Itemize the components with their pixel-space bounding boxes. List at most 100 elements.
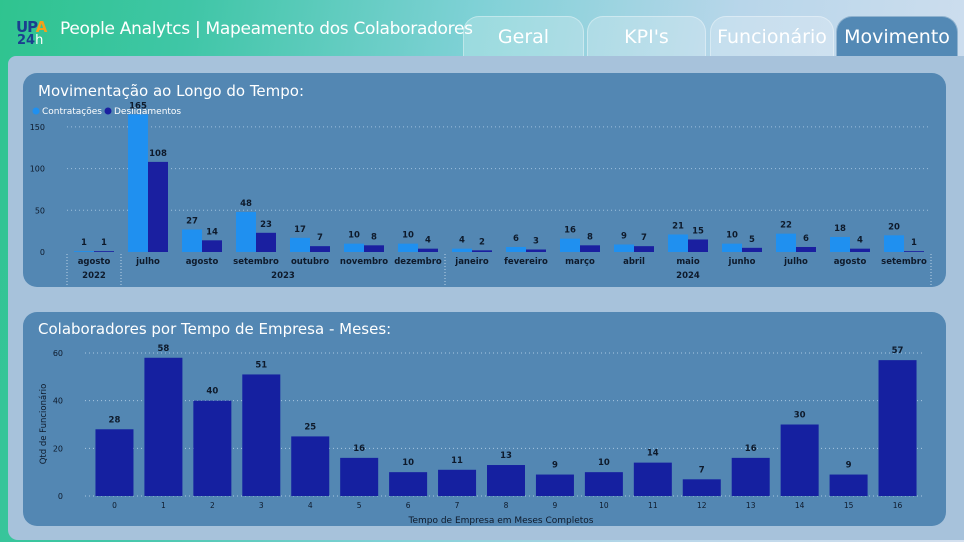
x-tick-label-year: 2024 [676, 271, 700, 281]
app-header: UPA 24h People Analytcs | Mapeamento dos… [0, 0, 964, 58]
bar-tempo-empresa [487, 465, 525, 496]
bar-contratacoes [506, 246, 526, 252]
movimentacao-chart-title: Movimentação ao Longo do Tempo: [38, 82, 305, 100]
bar-contratacoes [344, 243, 364, 252]
bar-contratacoes [236, 211, 256, 252]
x-tick-label-month: outubro [291, 257, 329, 267]
data-label: 30 [794, 411, 806, 421]
x-tick-label: 6 [406, 501, 411, 510]
data-label: 51 [255, 360, 267, 370]
y-tick-label: 0 [58, 492, 63, 501]
bar-contratacoes [452, 248, 472, 252]
data-label: 10 [402, 458, 414, 468]
data-label-desligamentos: 15 [692, 226, 704, 236]
x-tick-label: 13 [746, 501, 756, 510]
bar-desligamentos [688, 239, 708, 252]
data-label-desligamentos: 8 [371, 232, 377, 242]
bar-desligamentos [904, 251, 924, 252]
bar-desligamentos [418, 248, 438, 252]
data-label-desligamentos: 4 [425, 236, 431, 246]
data-label: 11 [451, 456, 463, 466]
x-tick-label-month: julho [783, 257, 808, 267]
bar-tempo-empresa [633, 462, 672, 496]
x-tick-label: 2 [210, 501, 215, 510]
bar-contratacoes [776, 233, 796, 252]
data-label-desligamentos: 4 [857, 236, 863, 246]
x-tick-label: 1 [161, 501, 166, 510]
bar-desligamentos [796, 246, 816, 252]
legend-desligamentos-label: Desligamentos [114, 107, 181, 117]
bar-desligamentos [634, 246, 654, 252]
tab-movimento-label: Movimento [844, 25, 950, 48]
data-label-contratacoes: 10 [726, 231, 738, 241]
x-tick-label: 0 [112, 501, 117, 510]
x-tick-label: 11 [648, 501, 658, 510]
movimentacao-card: Movimentação ao Longo do Tempo: Contrata… [23, 73, 946, 287]
bar-desligamentos [202, 240, 222, 252]
bar-tempo-empresa [389, 472, 428, 496]
y-tick-label: 50 [35, 206, 45, 215]
bar-tempo-empresa [584, 472, 623, 496]
bar-contratacoes [74, 251, 94, 252]
tempo-empresa-chart-title: Colaboradores por Tempo de Empresa - Mes… [38, 320, 392, 338]
tab-kpis[interactable]: KPI's [587, 16, 706, 56]
x-tick-label-month: setembro [233, 257, 279, 267]
data-label-contratacoes: 48 [240, 199, 252, 209]
x-tick-label-month: março [565, 257, 595, 267]
bar-tempo-empresa [291, 436, 330, 496]
bar-desligamentos [526, 249, 546, 252]
x-tick-label-year: 2023 [271, 271, 295, 281]
bar-desligamentos [472, 250, 492, 252]
y-tick-label: 40 [53, 397, 63, 406]
bar-desligamentos [742, 247, 762, 252]
tab-movimento[interactable]: Movimento [836, 16, 958, 56]
bar-tempo-empresa [682, 479, 721, 496]
tab-geral-label: Geral [497, 25, 550, 48]
bar-desligamentos [364, 245, 384, 252]
data-label-desligamentos: 2 [479, 237, 485, 247]
data-label: 14 [647, 449, 659, 459]
bar-tempo-empresa [193, 400, 232, 496]
data-label-contratacoes: 20 [888, 222, 900, 232]
x-tick-label-month: janeiro [454, 257, 489, 267]
x-tick-label-month: setembro [881, 257, 927, 267]
x-tick-label: 10 [599, 501, 609, 510]
bar-tempo-empresa [144, 357, 183, 496]
x-tick-label-month: novembro [340, 257, 388, 267]
bar-tempo-empresa [242, 374, 281, 496]
bar-tempo-empresa [535, 474, 574, 496]
data-label: 7 [699, 465, 705, 475]
tab-funcionario[interactable]: Funcionário [710, 16, 834, 56]
data-label: 9 [846, 461, 852, 471]
x-axis-title: Tempo de Empresa em Meses Completos [407, 516, 593, 526]
x-tick-label-month: abril [623, 257, 645, 267]
upa-24h-logo: UPA 24h [16, 18, 47, 48]
bar-tempo-empresa [438, 469, 477, 496]
data-label: 57 [892, 346, 904, 356]
x-tick-label-month: dezembro [394, 257, 442, 267]
data-label-desligamentos: 14 [206, 227, 218, 237]
data-label-contratacoes: 21 [672, 221, 684, 231]
data-label: 16 [745, 444, 757, 454]
data-label-contratacoes: 1 [81, 238, 87, 248]
bar-desligamentos [256, 232, 276, 252]
bar-contratacoes [290, 237, 310, 252]
bar-tempo-empresa [878, 360, 917, 496]
data-label-desligamentos: 8 [587, 232, 593, 242]
bar-contratacoes [722, 243, 742, 252]
bar-contratacoes [398, 243, 418, 252]
tab-geral[interactable]: Geral [463, 16, 584, 56]
data-label-desligamentos: 3 [533, 236, 539, 246]
legend-contratacoes-label: Contratações [42, 107, 102, 117]
data-label-desligamentos: 6 [803, 234, 809, 244]
x-tick-label-month: agosto [78, 257, 111, 267]
bar-contratacoes [560, 238, 580, 252]
data-label-contratacoes: 16 [564, 226, 576, 236]
bar-tempo-empresa [829, 474, 868, 496]
data-label-desligamentos: 7 [641, 233, 647, 243]
data-label: 28 [109, 415, 121, 425]
x-tick-label-month: agosto [186, 257, 219, 267]
data-label-desligamentos: 1 [101, 238, 107, 248]
bar-tempo-empresa [731, 457, 770, 496]
x-tick-label: 15 [844, 501, 854, 510]
